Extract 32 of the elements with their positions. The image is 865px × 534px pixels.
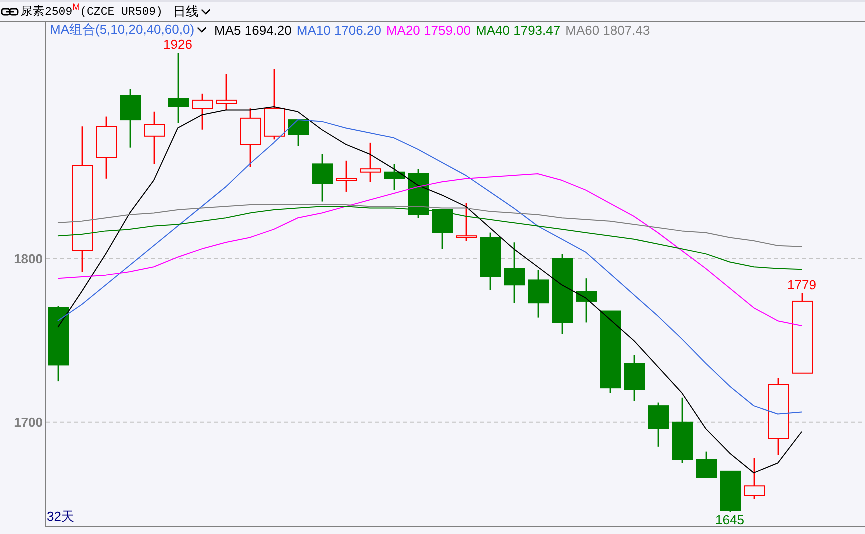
annotation: 1645 [716, 512, 744, 528]
candlestick [168, 52, 189, 124]
candlestick [288, 119, 309, 147]
legend-title: MA组合(5,10,20,40,60,0) [50, 21, 195, 39]
candlestick [648, 402, 669, 448]
chart-title: 尿素2509$^{M}$(CZCE UR509) [21, 2, 163, 19]
text: MA20 1759.00 [386, 22, 472, 38]
candlestick [360, 142, 381, 183]
text: MA60 1807.43 [566, 22, 650, 38]
candlestick [336, 160, 357, 193]
candlestick [432, 209, 453, 250]
candlestick [192, 93, 213, 131]
candlestick [528, 270, 549, 319]
candlestick [576, 278, 597, 324]
annotation: 1926 [164, 37, 192, 52]
y-tick-label: 1800 [14, 252, 43, 267]
text: MA10 1706.20 [296, 22, 382, 38]
candlestick [696, 451, 717, 479]
annotation: 32天 [47, 508, 74, 526]
chart-subtitle: 日线 [172, 2, 199, 20]
candlestick [312, 154, 333, 202]
line-series [58, 204, 802, 248]
text: MA40 1793.47 [476, 22, 561, 38]
candlestick [456, 202, 477, 242]
y-tick-label: 1700 [14, 415, 43, 430]
candlestick [216, 74, 237, 111]
candlestick [384, 163, 405, 192]
candlestick [504, 242, 525, 304]
candlestick [144, 111, 165, 165]
annotation: 1779 [788, 277, 816, 292]
candlestick [744, 458, 765, 500]
legend-label: MA5 1694.20 [214, 22, 292, 38]
